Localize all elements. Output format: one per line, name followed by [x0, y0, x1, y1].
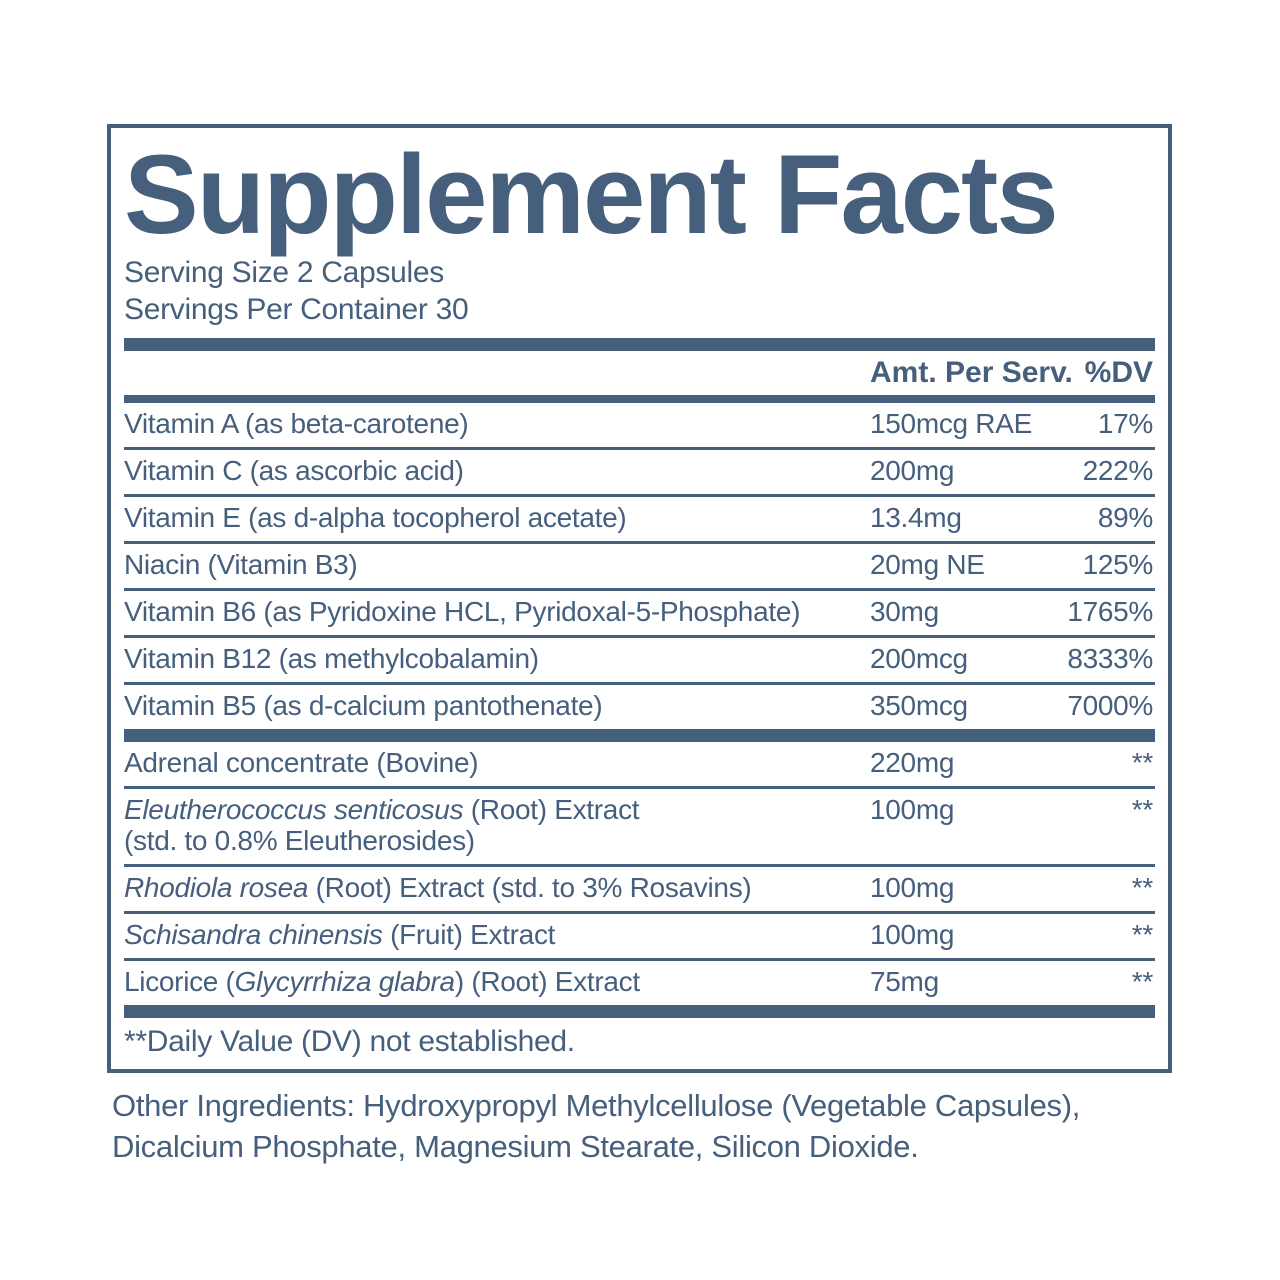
daily-value-footnote: **Daily Value (DV) not established. [124, 1025, 575, 1058]
amount-value: 30mg [870, 596, 939, 627]
table-row: Niacin (Vitamin B3) 20mg NE 125% [124, 541, 1155, 588]
amount-column-header: Amt. Per Serv. [870, 356, 1073, 389]
dv-value: ** [1131, 794, 1154, 825]
dv-column-header: %DV [1084, 356, 1153, 389]
supplement-facts-panel: Supplement Facts Serving Size 2 Capsules… [107, 124, 1172, 1073]
table-row: Vitamin C (as ascorbic acid) 200mg 222% [124, 447, 1155, 494]
dv-value: ** [1131, 966, 1154, 997]
other-ingredients-line-1: Other Ingredients: Hydroxypropyl Methylc… [112, 1088, 1081, 1123]
ingredient-name: Eleutherococcus senticosus (Root) Extrac… [124, 794, 640, 856]
ingredient-name: Vitamin E (as d-alpha tocopherol acetate… [124, 502, 627, 533]
dv-value: ** [1131, 872, 1154, 903]
table-row: Licorice (Glycyrrhiza glabra) (Root) Ext… [124, 958, 1155, 1005]
dv-value: 17% [1097, 408, 1153, 439]
dv-value: ** [1131, 919, 1154, 950]
dv-value: 222% [1082, 455, 1154, 486]
table-row: Schisandra chinensis (Fruit) Extract 100m… [124, 911, 1155, 958]
servings-per-container: Servings Per Container 30 [124, 293, 469, 326]
dv-value: 1765% [1067, 596, 1153, 627]
table-row: Vitamin A (as beta-carotene) 150mcg RAE 17… [124, 403, 1155, 447]
amount-value: 200mcg [870, 643, 968, 674]
ingredient-name: Licorice (Glycyrrhiza glabra) (Root) Ext… [124, 966, 640, 997]
amount-value: 220mg [870, 747, 955, 778]
panel-title: Supplement Facts [124, 132, 1059, 257]
amount-value: 20mg NE [870, 549, 985, 580]
amount-value: 200mg [870, 455, 955, 486]
dv-value: 89% [1097, 502, 1153, 533]
amount-value: 350mcg [870, 690, 968, 721]
table-row: Eleutherococcus senticosus (Root) Extrac… [124, 786, 1155, 864]
amount-value: 150mcg RAE [870, 408, 1032, 439]
ingredient-name: Vitamin B12 (as methylcobalamin) [124, 643, 539, 674]
dv-value: 125% [1082, 549, 1154, 580]
other-ingredients-line-2: Dicalcium Phosphate, Magnesium Stearate,… [112, 1129, 919, 1164]
table-row: Vitamin B12 (as methylcobalamin) 200mcg 83… [124, 635, 1155, 682]
table-row: Rhodiola rosea (Root) Extract (std. to 3… [124, 864, 1155, 911]
ingredient-name: Schisandra chinensis (Fruit) Extract [124, 919, 556, 950]
serving-size: Serving Size 2 Capsules [124, 256, 444, 289]
amount-value: 100mg [870, 919, 955, 950]
dv-value: 7000% [1067, 690, 1153, 721]
nutrient-group: Adrenal concentrate (Bovine) 220mg ** Eleut… [124, 742, 1155, 1005]
table-row: Adrenal concentrate (Bovine) 220mg ** [124, 742, 1155, 786]
ingredient-name: Niacin (Vitamin B3) [124, 549, 358, 580]
nutrient-group: Vitamin A (as beta-carotene) 150mcg RAE 17… [124, 403, 1155, 729]
ingredient-name: Vitamin B6 (as Pyridoxine HCL, Pyridoxal… [124, 596, 801, 627]
nutrient-table: Vitamin A (as beta-carotene) 150mcg RAE 17… [124, 403, 1155, 1005]
ingredient-name: Vitamin A (as beta-carotene) [124, 408, 469, 439]
amount-value: 100mg [870, 794, 955, 825]
dv-value: ** [1131, 747, 1154, 778]
other-ingredients: Other Ingredients: Hydroxypropyl Methylc… [112, 1085, 1192, 1167]
table-row: Vitamin E (as d-alpha tocopherol acetate… [124, 494, 1155, 541]
ingredient-name: Vitamin B5 (as d-calcium pantothenate) [124, 690, 603, 721]
dv-value: 8333% [1067, 643, 1153, 674]
amount-value: 75mg [870, 966, 939, 997]
top-thick-divider [124, 338, 1155, 351]
table-row: Vitamin B5 (as d-calcium pantothenate) 35… [124, 682, 1155, 729]
amount-value: 13.4mg [870, 502, 962, 533]
ingredient-name: Rhodiola rosea (Root) Extract (std. to 3… [124, 872, 752, 903]
ingredient-name: Adrenal concentrate (Bovine) [124, 747, 479, 778]
header-divider [124, 395, 1155, 403]
amount-value: 100mg [870, 872, 955, 903]
footnote-divider [124, 1005, 1155, 1018]
group-divider [124, 729, 1155, 742]
table-row: Vitamin B6 (as Pyridoxine HCL, Pyridoxal… [124, 588, 1155, 635]
ingredient-name: Vitamin C (as ascorbic acid) [124, 455, 464, 486]
column-header-row: Amt. Per Serv. %DV [124, 351, 1155, 395]
